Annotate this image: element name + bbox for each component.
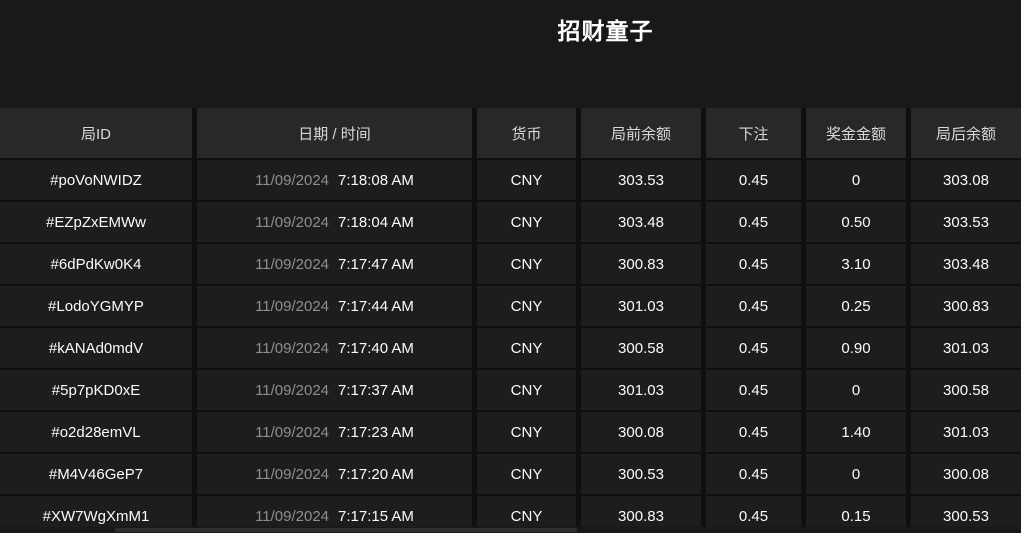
cell-id: #6dPdKw0K4 <box>0 244 192 284</box>
date-text: 11/09/2024 <box>255 255 330 273</box>
cell-currency: CNY <box>477 454 576 494</box>
cell-balance_after: 300.08 <box>911 454 1021 494</box>
cell-balance_before: 300.83 <box>581 244 701 284</box>
cell-win: 0 <box>806 370 906 410</box>
time-text: 7:18:08 AM <box>338 171 414 189</box>
date-text: 11/09/2024 <box>255 297 330 315</box>
cell-id: #EZpZxEMWw <box>0 202 192 242</box>
time-text: 7:17:20 AM <box>338 465 414 483</box>
cell-id: #poVoNWIDZ <box>0 160 192 200</box>
time-text: 7:18:04 AM <box>338 213 414 231</box>
cell-win: 0 <box>806 454 906 494</box>
cell-currency: CNY <box>477 328 576 368</box>
horizontal-scrollbar-thumb[interactable] <box>115 528 577 532</box>
cell-id: #5p7pKD0xE <box>0 370 192 410</box>
cell-bet: 0.45 <box>706 202 801 242</box>
date-text: 11/09/2024 <box>255 381 330 399</box>
cell-currency: CNY <box>477 202 576 242</box>
time-text: 7:17:15 AM <box>338 507 414 525</box>
cell-datetime: 11/09/2024 7:17:44 AM <box>197 286 472 326</box>
time-text: 7:17:47 AM <box>338 255 414 273</box>
cell-bet: 0.45 <box>706 454 801 494</box>
column-header-currency: 货币 <box>477 108 576 158</box>
cell-datetime: 11/09/2024 7:17:20 AM <box>197 454 472 494</box>
cell-win: 0 <box>806 160 906 200</box>
date-text: 11/09/2024 <box>255 171 330 189</box>
time-text: 7:17:23 AM <box>338 423 414 441</box>
cell-balance_before: 300.53 <box>581 454 701 494</box>
column-header-bet: 下注 <box>706 108 801 158</box>
date-text: 11/09/2024 <box>255 507 330 525</box>
cell-bet: 0.45 <box>706 286 801 326</box>
cell-datetime: 11/09/2024 7:17:15 AM <box>197 496 472 533</box>
cell-datetime: 11/09/2024 7:17:40 AM <box>197 328 472 368</box>
cell-id: #M4V46GeP7 <box>0 454 192 494</box>
time-text: 7:17:37 AM <box>338 381 414 399</box>
cell-datetime: 11/09/2024 7:17:23 AM <box>197 412 472 452</box>
cell-balance_after: 300.83 <box>911 286 1021 326</box>
date-text: 11/09/2024 <box>255 423 330 441</box>
cell-balance_before: 300.83 <box>581 496 701 533</box>
cell-datetime: 11/09/2024 7:18:08 AM <box>197 160 472 200</box>
cell-balance_after: 301.03 <box>911 328 1021 368</box>
cell-currency: CNY <box>477 412 576 452</box>
cell-currency: CNY <box>477 244 576 284</box>
cell-currency: CNY <box>477 370 576 410</box>
cell-datetime: 11/09/2024 7:17:37 AM <box>197 370 472 410</box>
cell-win: 0.15 <box>806 496 906 533</box>
column-header-balance_after: 局后余额 <box>911 108 1021 158</box>
cell-balance_after: 301.03 <box>911 412 1021 452</box>
cell-bet: 0.45 <box>706 328 801 368</box>
cell-balance_before: 301.03 <box>581 286 701 326</box>
cell-datetime: 11/09/2024 7:18:04 AM <box>197 202 472 242</box>
cell-balance_before: 303.53 <box>581 160 701 200</box>
cell-datetime: 11/09/2024 7:17:47 AM <box>197 244 472 284</box>
cell-balance_after: 300.53 <box>911 496 1021 533</box>
cell-win: 0.50 <box>806 202 906 242</box>
cell-balance_before: 300.58 <box>581 328 701 368</box>
cell-currency: CNY <box>477 286 576 326</box>
time-text: 7:17:44 AM <box>338 297 414 315</box>
cell-currency: CNY <box>477 496 576 533</box>
cell-balance_after: 303.53 <box>911 202 1021 242</box>
cell-bet: 0.45 <box>706 244 801 284</box>
history-table: 局ID 日期 / 时间 货币 局前余额 下注 奖金金额 局后余额 #poVoNWIDZ 11/0… <box>0 108 1021 533</box>
cell-win: 0.90 <box>806 328 906 368</box>
column-header-id: 局ID <box>0 108 192 158</box>
cell-currency: CNY <box>477 160 576 200</box>
cell-win: 1.40 <box>806 412 906 452</box>
horizontal-scrollbar[interactable] <box>0 527 1021 533</box>
cell-win: 0.25 <box>806 286 906 326</box>
cell-bet: 0.45 <box>706 412 801 452</box>
cell-bet: 0.45 <box>706 370 801 410</box>
column-header-datetime: 日期 / 时间 <box>197 108 472 158</box>
date-text: 11/09/2024 <box>255 465 330 483</box>
game-title: 招财童子 <box>557 18 654 44</box>
cell-balance_after: 303.08 <box>911 160 1021 200</box>
date-text: 11/09/2024 <box>255 339 330 357</box>
cell-id: #XW7WgXmM1 <box>0 496 192 533</box>
cell-balance_before: 301.03 <box>581 370 701 410</box>
date-text: 11/09/2024 <box>255 213 330 231</box>
cell-bet: 0.45 <box>706 160 801 200</box>
cell-id: #o2d28emVL <box>0 412 192 452</box>
cell-id: #LodoYGMYP <box>0 286 192 326</box>
column-header-balance_before: 局前余额 <box>581 108 701 158</box>
cell-bet: 0.45 <box>706 496 801 533</box>
cell-win: 3.10 <box>806 244 906 284</box>
cell-balance_before: 303.48 <box>581 202 701 242</box>
cell-balance_before: 300.08 <box>581 412 701 452</box>
time-text: 7:17:40 AM <box>338 339 414 357</box>
cell-balance_after: 300.58 <box>911 370 1021 410</box>
column-header-win: 奖金金额 <box>806 108 906 158</box>
title-bar: 招财童子 <box>0 0 1021 108</box>
cell-id: #kANAd0mdV <box>0 328 192 368</box>
cell-balance_after: 303.48 <box>911 244 1021 284</box>
